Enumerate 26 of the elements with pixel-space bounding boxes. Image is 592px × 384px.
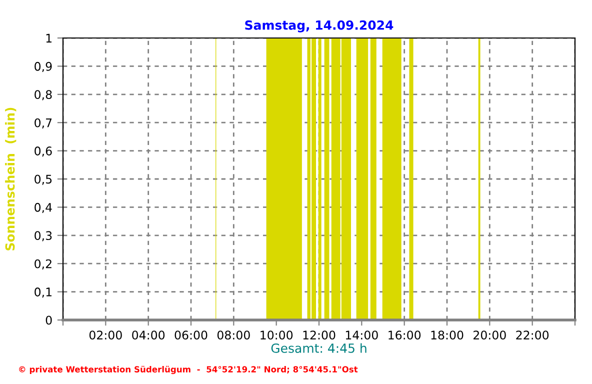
y-tick-label: 0,7 — [34, 118, 52, 128]
chart-title: Samstag, 14.09.2024 — [245, 20, 394, 32]
y-tick-label: 0,1 — [34, 288, 52, 298]
x-tick-label: 08:00 — [217, 330, 250, 340]
y-tick-label: 0,8 — [34, 90, 52, 100]
y-tick-label: 0,2 — [34, 259, 52, 270]
x-tick-label: 18:00 — [431, 330, 464, 340]
y-tick-label: 0 — [46, 316, 52, 325]
y-tick-label: 0,3 — [34, 231, 52, 242]
x-tick-label: 16:00 — [388, 330, 421, 340]
x-tick-label: 20:00 — [474, 330, 506, 340]
x-tick-label: 10:00 — [260, 330, 293, 340]
y-tick-label: 0,6 — [34, 146, 52, 157]
x-axis-title: Gesamt: 4:45 h — [271, 343, 366, 353]
y-axis-title: Sonnenschein (min) — [5, 108, 16, 250]
y-tick-label: 1 — [46, 34, 52, 42]
x-tick-label: 06:00 — [174, 330, 208, 340]
x-tick-label: 12:00 — [303, 330, 336, 340]
x-tick-label: 14:00 — [346, 330, 378, 340]
y-tick-label: 0,4 — [34, 202, 52, 214]
x-tick-label: 04:00 — [132, 330, 165, 340]
x-tick-label: 02:00 — [89, 330, 122, 340]
text: © private Wetterstation Süderlügum - 54°52'19.2" Nord; 8°54'45.1"Ost — [19, 366, 358, 374]
y-tick-label: 0,5 — [34, 174, 52, 185]
y-tick-label: 0,9 — [34, 62, 52, 72]
x-tick-label: 22:00 — [516, 330, 549, 340]
